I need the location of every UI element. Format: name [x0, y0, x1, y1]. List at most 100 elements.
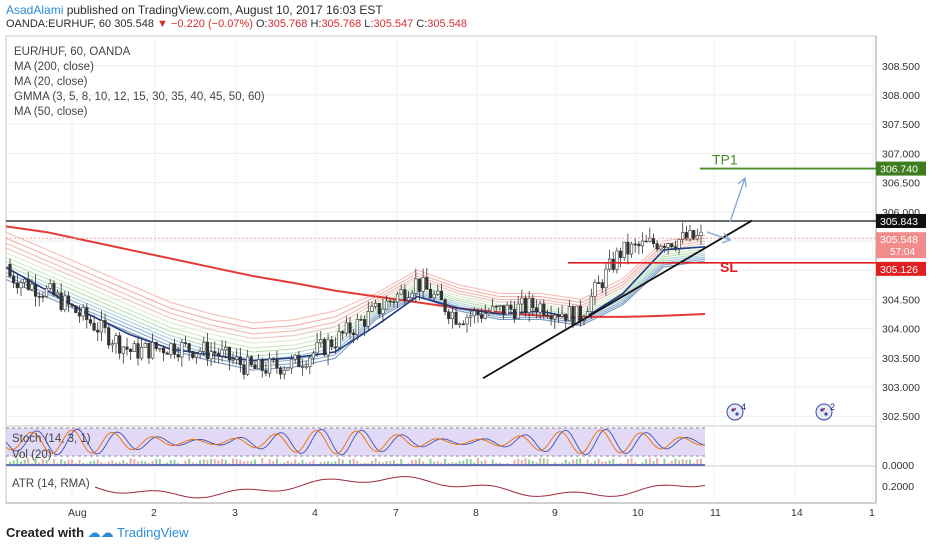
volume-bar — [23, 459, 26, 466]
candle — [498, 304, 502, 311]
price-tick-label: 308.000 — [882, 90, 920, 102]
open-label: O: — [255, 18, 268, 30]
volume-bar — [253, 459, 256, 466]
candle — [209, 342, 213, 367]
legend-ma50: MA (50, close) — [14, 106, 88, 118]
price-tick-label: 304.500 — [882, 294, 920, 306]
candle — [59, 283, 63, 313]
price-tick-label: 307.000 — [882, 148, 920, 160]
legend-ma200: MA (200, close) — [14, 61, 94, 73]
candle — [322, 337, 327, 357]
candle — [607, 249, 612, 272]
volume-bar — [191, 462, 194, 466]
candle — [461, 320, 465, 326]
volume-bar — [34, 458, 37, 466]
time-tick-label: 7 — [393, 507, 399, 519]
candle — [169, 342, 173, 359]
volume-bar — [100, 462, 103, 466]
volume-bar — [319, 462, 322, 466]
candle — [699, 224, 703, 245]
volume-bar — [294, 459, 297, 466]
candle — [637, 240, 641, 255]
volume-bar — [41, 459, 44, 466]
volume-bar — [224, 459, 227, 466]
event-badge-1[interactable]: 4 — [726, 402, 746, 421]
time-tick-label: 8 — [473, 507, 479, 519]
gmma-line — [5, 256, 706, 364]
candle — [308, 355, 312, 375]
tradingview-logo-icon[interactable]: ☁☁ TradingView — [87, 525, 189, 540]
candle — [8, 258, 12, 278]
vol-label[interactable]: Vol (20) — [12, 449, 52, 461]
candle — [154, 341, 158, 352]
legend-gmma: GMMA (3, 5, 8, 10, 12, 15, 30, 35, 40, 4… — [14, 91, 265, 103]
candle — [52, 279, 56, 297]
candle — [300, 359, 305, 376]
candle — [567, 299, 571, 321]
stoch-label[interactable]: Stoch (14, 3, 1) — [12, 433, 91, 445]
volume-bar — [517, 458, 520, 466]
volume-bar — [129, 458, 132, 466]
candle — [384, 295, 389, 310]
main-pane[interactable] — [5, 35, 877, 427]
price-tick-label: 306.500 — [882, 178, 920, 190]
volume-bar — [444, 458, 447, 466]
candle — [15, 273, 19, 295]
time-tick-label: 1 — [869, 507, 875, 519]
candle — [213, 341, 217, 363]
price-tick-label: 303.000 — [882, 382, 920, 394]
volume-bar — [546, 458, 549, 466]
volume-bar — [535, 462, 538, 466]
time-tick-label: 10 — [632, 507, 644, 519]
volume-bar — [341, 459, 344, 466]
volume-bar — [210, 458, 213, 466]
svg-text:305.843: 305.843 — [880, 216, 918, 228]
time-tick-label: 2 — [151, 507, 157, 519]
volume-bar — [133, 459, 136, 466]
atr-label[interactable]: ATR (14, RMA) — [12, 478, 90, 490]
arrow-small-icon — [706, 231, 732, 244]
candle — [121, 346, 125, 364]
candle — [465, 314, 469, 333]
event-badge-2[interactable]: 2 — [815, 402, 835, 421]
candle — [191, 350, 195, 360]
candle — [597, 275, 601, 284]
price-tick-label: 307.500 — [882, 119, 920, 131]
volume-bar — [451, 461, 454, 466]
volume-bar — [93, 460, 96, 466]
volume-bar — [652, 461, 655, 466]
volume-bar — [531, 460, 534, 466]
candle — [421, 268, 425, 300]
countdown-timer: 57:04 — [890, 247, 915, 258]
candle — [666, 242, 670, 255]
volume-bar — [89, 461, 92, 466]
candle — [278, 366, 283, 380]
candle — [662, 243, 667, 253]
candle — [326, 333, 330, 366]
publish-header: AsadAlami published on TradingView.com, … — [6, 3, 383, 17]
author-link[interactable]: AsadAlami — [6, 3, 64, 17]
trend-line[interactable] — [482, 219, 753, 380]
volume-bar — [389, 460, 392, 466]
candle — [23, 278, 27, 288]
candle — [509, 300, 513, 316]
candle — [516, 295, 520, 320]
candle — [454, 308, 458, 326]
candle — [425, 267, 429, 290]
candle — [136, 336, 140, 366]
time-tick-label: 4 — [312, 507, 318, 519]
volume-bar — [418, 458, 421, 466]
candle — [158, 347, 162, 353]
candle — [165, 351, 169, 355]
candle — [491, 298, 495, 315]
volume-bar — [202, 459, 205, 466]
candle — [618, 247, 623, 268]
candle — [392, 298, 396, 308]
candle — [110, 339, 114, 353]
volume-bar — [290, 462, 293, 466]
volume-bar — [27, 458, 30, 466]
volume-bar — [414, 459, 417, 466]
volume-bar — [476, 458, 479, 466]
time-tick-label: Aug — [68, 507, 87, 519]
